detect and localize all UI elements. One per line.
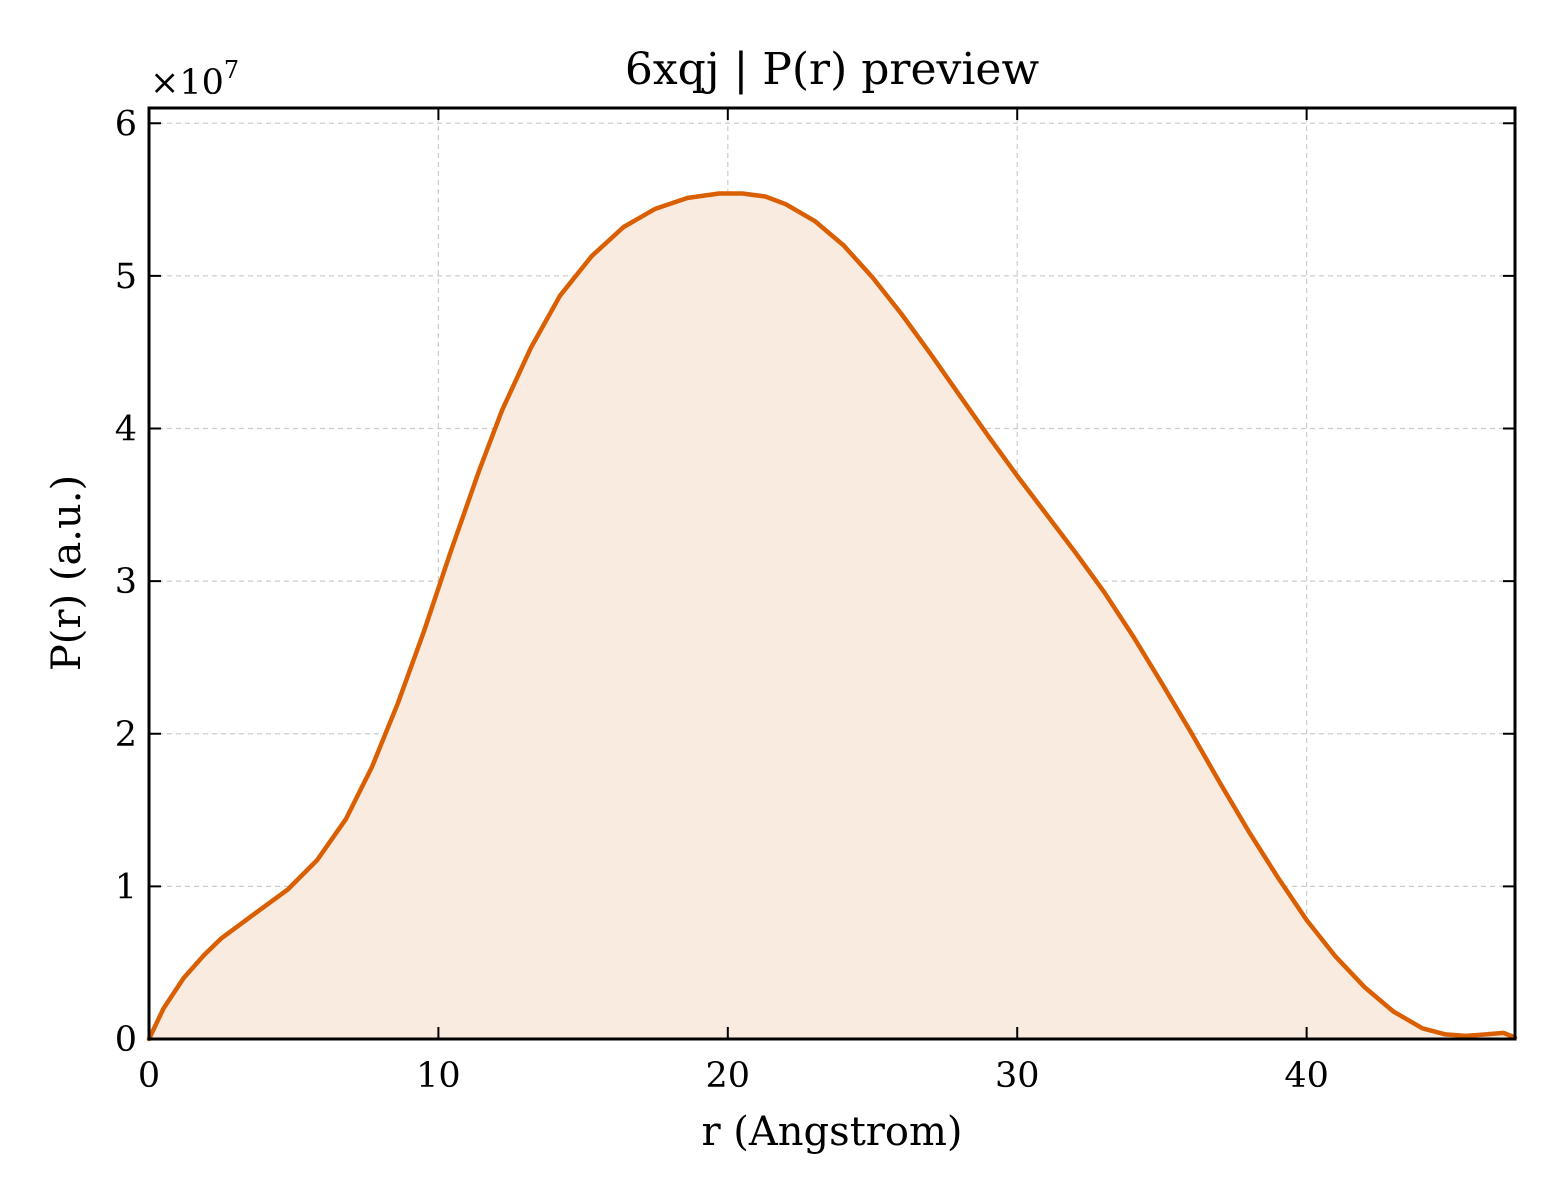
y-tick-label: 4 bbox=[115, 410, 137, 450]
x-axis-label: r (Angstrom) bbox=[701, 1109, 962, 1155]
y-tick-label: 3 bbox=[115, 562, 137, 602]
y-tick-label: 1 bbox=[115, 867, 137, 907]
y-tick-label: 0 bbox=[115, 1020, 137, 1060]
x-tick-label: 0 bbox=[138, 1056, 160, 1096]
y-multiplier: ×107 bbox=[150, 56, 239, 103]
y-multiplier-exponent: 7 bbox=[224, 56, 239, 84]
y-tick-label: 5 bbox=[115, 257, 137, 297]
chart-title: 6xqj | P(r) preview bbox=[625, 44, 1040, 95]
y-tick-label: 6 bbox=[115, 104, 137, 144]
x-tick-label: 40 bbox=[1284, 1056, 1329, 1096]
y-axis-label: P(r) (a.u.) bbox=[44, 475, 90, 671]
x-tick-label: 20 bbox=[706, 1056, 751, 1096]
pr-area-fill bbox=[149, 194, 1515, 1040]
y-multiplier-base: ×10 bbox=[150, 63, 224, 103]
y-tick-label: 2 bbox=[115, 715, 137, 755]
x-tick-label: 10 bbox=[416, 1056, 461, 1096]
x-tick-label: 30 bbox=[995, 1056, 1040, 1096]
